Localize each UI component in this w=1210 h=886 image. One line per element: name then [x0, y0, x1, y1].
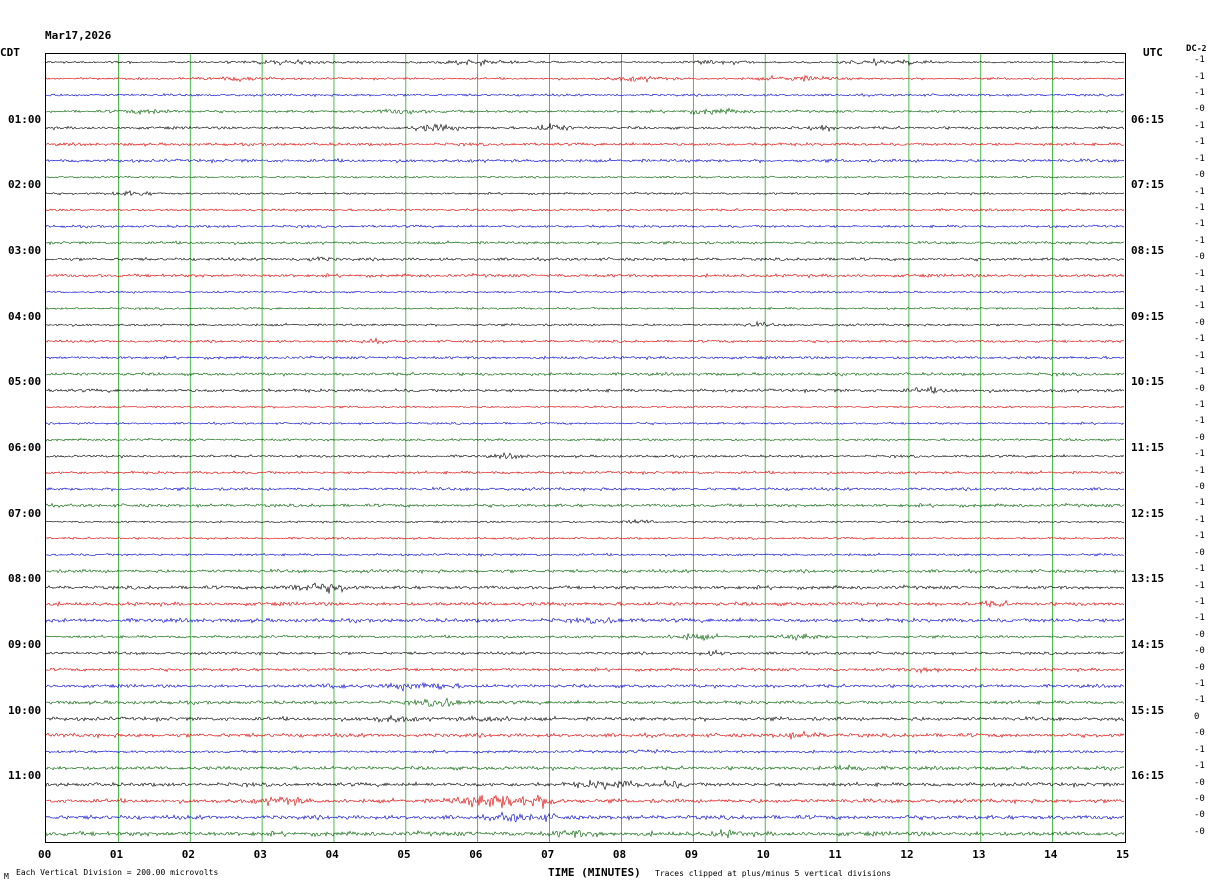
dc-offset-value: -0	[1194, 252, 1205, 263]
left-time-label: 03:00	[8, 244, 42, 257]
seismogram-plot	[45, 53, 1126, 843]
x-axis-tick: 03	[253, 848, 267, 861]
x-axis-tick: 05	[397, 848, 411, 861]
left-time-label: 01:00	[8, 112, 42, 126]
footer-mark: M	[4, 872, 9, 881]
dc-offset-value: -1	[1194, 219, 1205, 230]
dc-offset-value: -0	[1194, 104, 1205, 115]
dc-offset-value: -0	[1194, 810, 1205, 821]
dc-offset-value: -1	[1194, 613, 1205, 624]
left-timezone-label: CDT	[0, 46, 20, 59]
dc-offset-value: -0	[1194, 383, 1205, 394]
x-axis-tick: 13	[972, 848, 986, 861]
dc-offset-value: -0	[1194, 629, 1205, 640]
dc-offset-value: -0	[1194, 432, 1205, 443]
x-axis-tick: 01	[109, 848, 124, 861]
dc-offset-value: -1	[1194, 531, 1205, 542]
x-axis-tick: 09	[684, 848, 699, 861]
dc-offset-value: -1	[1194, 202, 1205, 213]
dc-offset-value: -1	[1194, 88, 1205, 99]
x-axis-tick: 04	[325, 848, 339, 861]
right-time-label: 15:15	[1131, 703, 1165, 717]
dc-offset-value: -1	[1194, 580, 1205, 591]
dc-offset-value: -1	[1194, 268, 1205, 279]
dc-offset-value: -1	[1194, 514, 1205, 525]
right-timezone-label: UTC	[1143, 46, 1163, 59]
x-axis-tick: 00	[38, 848, 52, 861]
dc-offset-value: -1	[1194, 186, 1205, 197]
dc-offset-value: -0	[1194, 728, 1205, 739]
dc-offset-value: -1	[1194, 449, 1205, 460]
dc-offset-value: -1	[1194, 761, 1205, 772]
x-axis-tick: 08	[612, 848, 627, 861]
x-axis-tick: 15	[1116, 848, 1130, 861]
left-time-label: 07:00	[8, 506, 42, 520]
dc-offset-value: -1	[1194, 679, 1205, 690]
left-time-label: 08:00	[8, 572, 42, 586]
dc-offset-value: -0	[1194, 793, 1205, 804]
dc-offset-value: -1	[1194, 71, 1205, 82]
x-axis-tick: 12	[900, 848, 914, 861]
x-axis-tick: 14	[1044, 848, 1058, 861]
dc-offset-value: -1	[1194, 235, 1205, 246]
x-axis-tick: 10	[756, 848, 770, 861]
left-time-label: 02:00	[8, 178, 42, 192]
dc-offset-value: -1	[1194, 695, 1205, 706]
dc-offset-value: -0	[1194, 777, 1205, 788]
dc-offset-value: -0	[1194, 482, 1205, 493]
dc-offset-value: -0	[1194, 662, 1205, 673]
footer-scale-note: Each Vertical Division = 200.00 microvol…	[16, 868, 219, 877]
dc-offset-value: -0	[1194, 317, 1205, 328]
footer-clip-note: Traces clipped at plus/minus 5 vertical …	[655, 869, 892, 878]
dc-offset-value: -0	[1194, 547, 1205, 558]
dc-offset-value: -0	[1194, 646, 1205, 657]
right-time-label: 14:15	[1131, 638, 1165, 651]
left-time-label: 09:00	[8, 638, 42, 651]
right-time-label: 09:15	[1131, 309, 1165, 323]
left-time-label: 10:00	[8, 703, 42, 717]
dc-offset-value: -1	[1194, 55, 1205, 66]
dc-offset-value: -1	[1194, 120, 1205, 131]
dc-offset-value: -1	[1194, 285, 1205, 296]
right-time-label: 16:15	[1131, 769, 1165, 783]
dc-offset-value: -1	[1194, 399, 1205, 410]
dc-offset-value: -1	[1194, 350, 1205, 361]
right-time-label: 08:15	[1131, 244, 1165, 257]
x-axis-tick: 02	[181, 848, 195, 861]
dc-offset-value: -1	[1194, 744, 1205, 755]
x-axis-title: TIME (MINUTES)	[548, 866, 641, 879]
dc-offset-value: -0	[1194, 170, 1205, 181]
dc-offset-value: -1	[1194, 416, 1205, 427]
left-time-label: 06:00	[8, 441, 42, 454]
dc-offset-value: -0	[1194, 826, 1205, 837]
dc-offset-value: -1	[1194, 334, 1205, 345]
dc-offset-value: -1	[1194, 367, 1205, 378]
trace-canvas	[46, 54, 1125, 842]
dc-offset-value: -1	[1194, 301, 1205, 312]
left-time-label: 11:00	[8, 769, 42, 783]
right-time-label: 07:15	[1131, 178, 1165, 192]
dc-offset-value: -1	[1194, 596, 1205, 607]
right-time-label: 11:15	[1131, 441, 1165, 454]
dc-offset-value: -1	[1194, 564, 1205, 575]
x-axis-tick: 07	[541, 848, 555, 861]
dc-offset-value: -1	[1194, 465, 1205, 476]
left-time-label: 05:00	[8, 375, 42, 389]
header-date: Mar17,2026	[45, 29, 112, 42]
dc-offset-value: 0	[1194, 711, 1200, 722]
dc-column-label: DC-2	[1186, 44, 1207, 54]
dc-offset-value: -1	[1194, 153, 1205, 164]
left-time-label: 04:00	[8, 309, 42, 323]
right-time-label: 12:15	[1131, 506, 1165, 520]
right-time-label: 13:15	[1131, 572, 1165, 586]
dc-offset-value: -1	[1194, 498, 1205, 509]
x-axis-tick: 11	[828, 848, 842, 861]
right-time-label: 06:15	[1131, 112, 1165, 126]
dc-offset-value: -1	[1194, 137, 1205, 148]
x-axis-tick: 06	[469, 848, 483, 861]
right-time-label: 10:15	[1131, 375, 1165, 389]
